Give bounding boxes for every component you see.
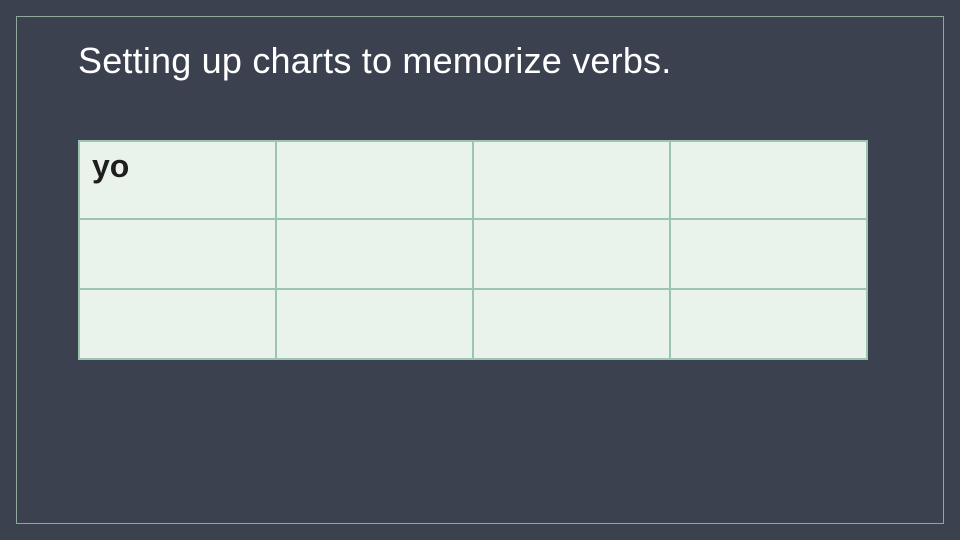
verb-conjugation-table: yo [78,140,868,360]
table-cell [79,289,276,359]
table-cell: yo [79,141,276,219]
table-cell [670,219,867,289]
table-cell [670,289,867,359]
table-cell [276,289,473,359]
table-cell [79,219,276,289]
slide: Setting up charts to memorize verbs. yo [0,0,960,540]
table-cell [276,141,473,219]
table-cell [473,289,670,359]
table-row: yo [79,141,867,219]
table-cell [276,219,473,289]
slide-title: Setting up charts to memorize verbs. [78,40,671,82]
table-cell [473,219,670,289]
table-row [79,219,867,289]
table-row [79,289,867,359]
table-cell [670,141,867,219]
table-cell [473,141,670,219]
